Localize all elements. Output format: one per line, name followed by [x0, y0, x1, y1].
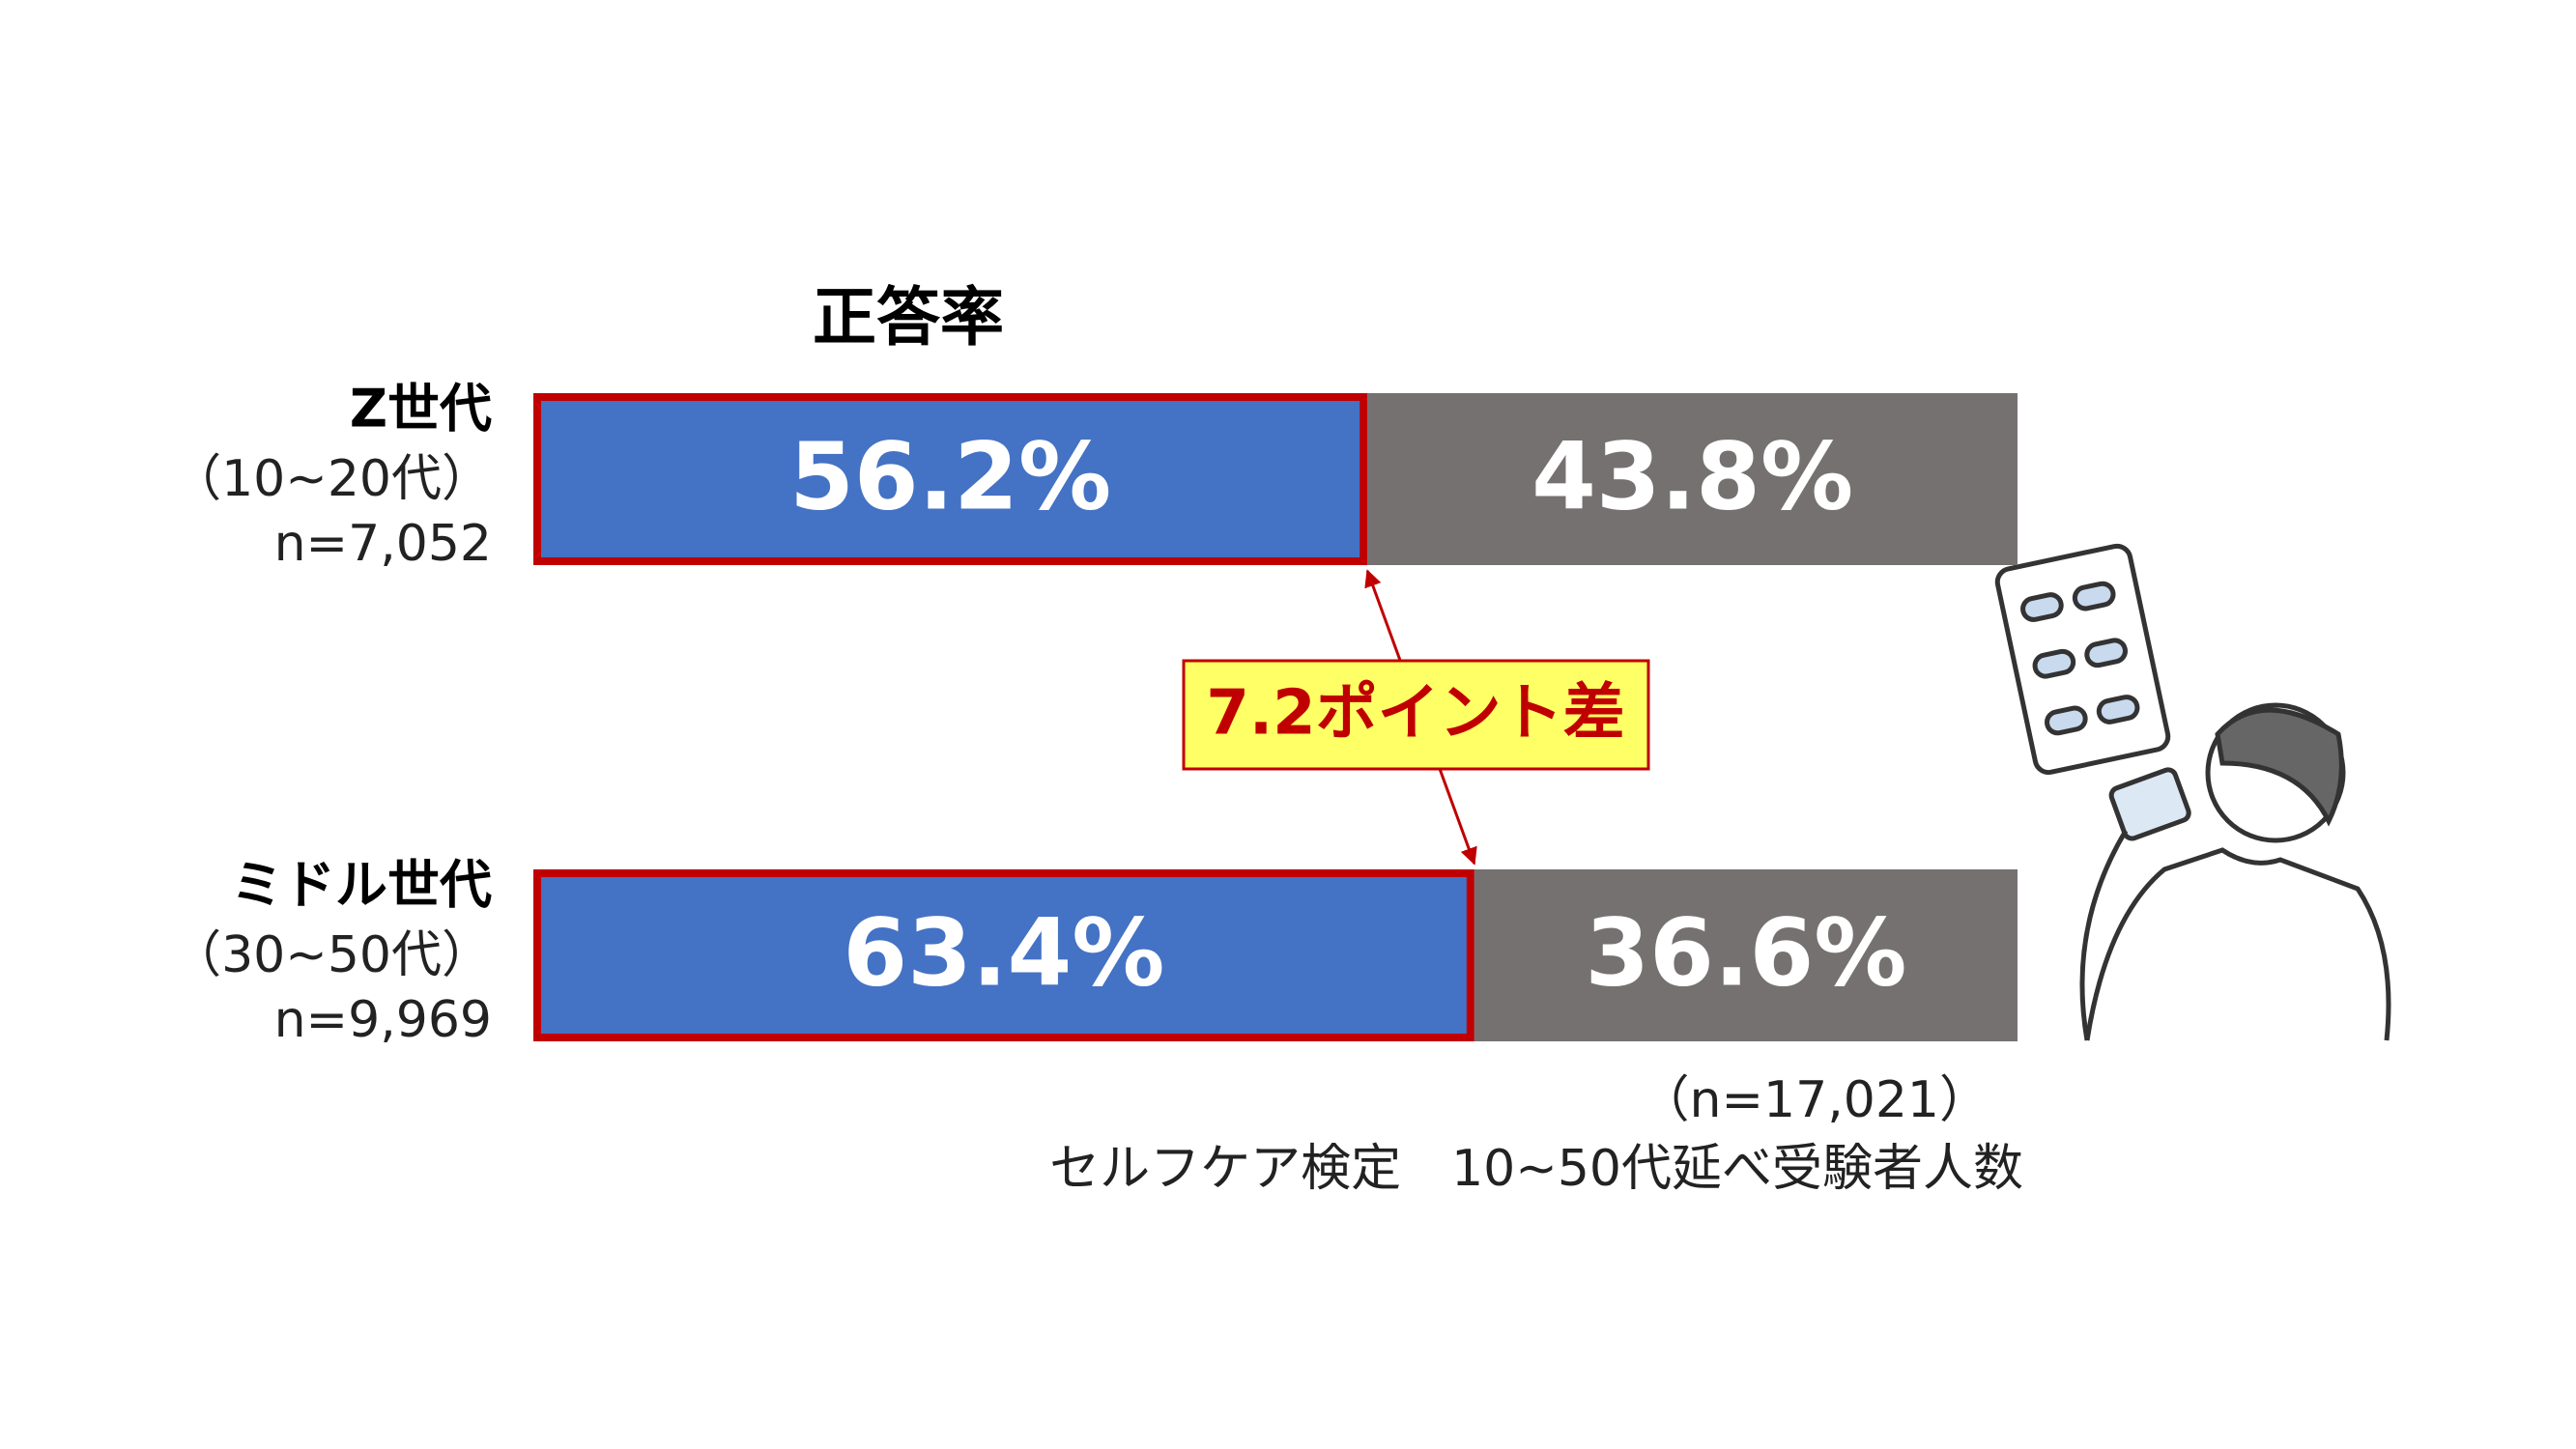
category-sublabel: （30~50代） — [171, 926, 492, 984]
category-sublabel: n=9,969 — [274, 991, 492, 1049]
category-sublabel: （10~20代） — [171, 450, 492, 508]
chart-title: 正答率 — [813, 280, 1004, 355]
value-label: 36.6% — [1585, 898, 1906, 1007]
illustration — [1994, 543, 2391, 1041]
category-sublabel: n=7,052 — [274, 515, 492, 573]
bar — [1367, 393, 2018, 565]
bar-highlight — [533, 869, 1474, 1041]
value-label: 56.2% — [789, 422, 1111, 530]
value-label: 63.4% — [843, 898, 1164, 1007]
annotation-box — [1182, 659, 1650, 771]
category-label: ミドル世代 — [231, 855, 492, 916]
category-label: Z世代 — [350, 379, 492, 440]
note: （n=17,021） — [1640, 1071, 1989, 1129]
bar — [1474, 869, 2018, 1041]
annotation: 7.2ポイント差 — [1206, 678, 1624, 750]
bar — [533, 869, 1474, 1041]
bar — [533, 393, 1368, 565]
note: セルフケア検定 10~50代延べ受験者人数 — [1049, 1140, 2023, 1198]
value-label: 43.8% — [1531, 422, 1853, 530]
bar-highlight — [533, 393, 1368, 565]
